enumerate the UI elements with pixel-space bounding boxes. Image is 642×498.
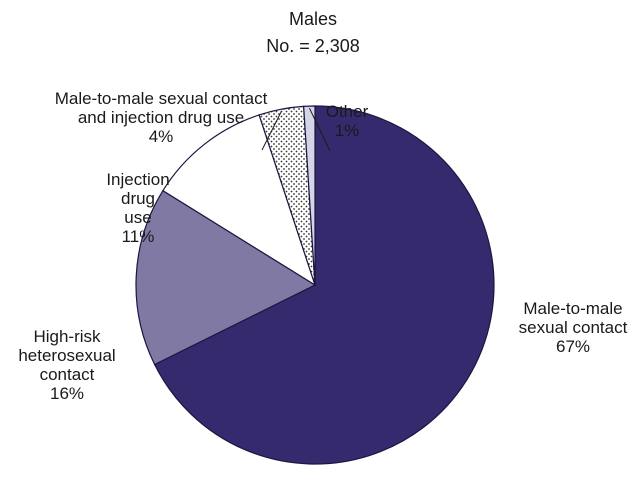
- slice-label-line: Male-to-male: [523, 299, 622, 318]
- slice-label-line: 16%: [50, 384, 84, 403]
- pie-slice-3: [162, 114, 317, 287]
- slice-label-line: High-risk: [33, 327, 101, 346]
- slice-label-line: 4%: [149, 127, 174, 146]
- slice-label-2: High-risk heterosexual contact 16%: [18, 327, 115, 403]
- slice-label-line: sexual contact: [519, 318, 628, 337]
- slice-label-line: Other: [326, 102, 369, 121]
- leader-lines: [261, 107, 331, 152]
- chart-title: Males: [289, 9, 337, 29]
- slice-label-line: and injection drug use: [78, 108, 244, 127]
- slice-label-4: Male-to-male sexual contact and injection…: [55, 89, 268, 146]
- slice-label-line: 1%: [335, 121, 360, 140]
- slice-label-line: Male-to-male sexual contact: [55, 89, 268, 108]
- slice-label-line: Injection: [106, 170, 169, 189]
- slice-labels: Male-to-male sexual contact 67% High-risk he…: [18, 89, 627, 403]
- slice-label-3: Injection drug use 11%: [106, 170, 169, 246]
- slice-label-line: 11%: [122, 227, 155, 246]
- chart-subtitle: No. = 2,308: [266, 36, 360, 56]
- pie-slice-5: [303, 105, 316, 286]
- slice-label-line: heterosexual: [18, 346, 115, 365]
- pie-slice-1: [153, 105, 495, 465]
- slice-label-line: drug: [121, 189, 155, 208]
- leader-line-5: [308, 107, 331, 152]
- slice-label-1: Male-to-male sexual contact 67%: [519, 299, 628, 356]
- pie-slice-2: [135, 189, 317, 366]
- slice-label-5: Other 1%: [326, 102, 369, 140]
- slice-label-line: 67%: [556, 337, 590, 356]
- pie-slices: [135, 105, 495, 465]
- leader-line-4: [261, 110, 282, 151]
- slice-label-line: use: [124, 208, 151, 227]
- slice-label-line: contact: [40, 365, 95, 384]
